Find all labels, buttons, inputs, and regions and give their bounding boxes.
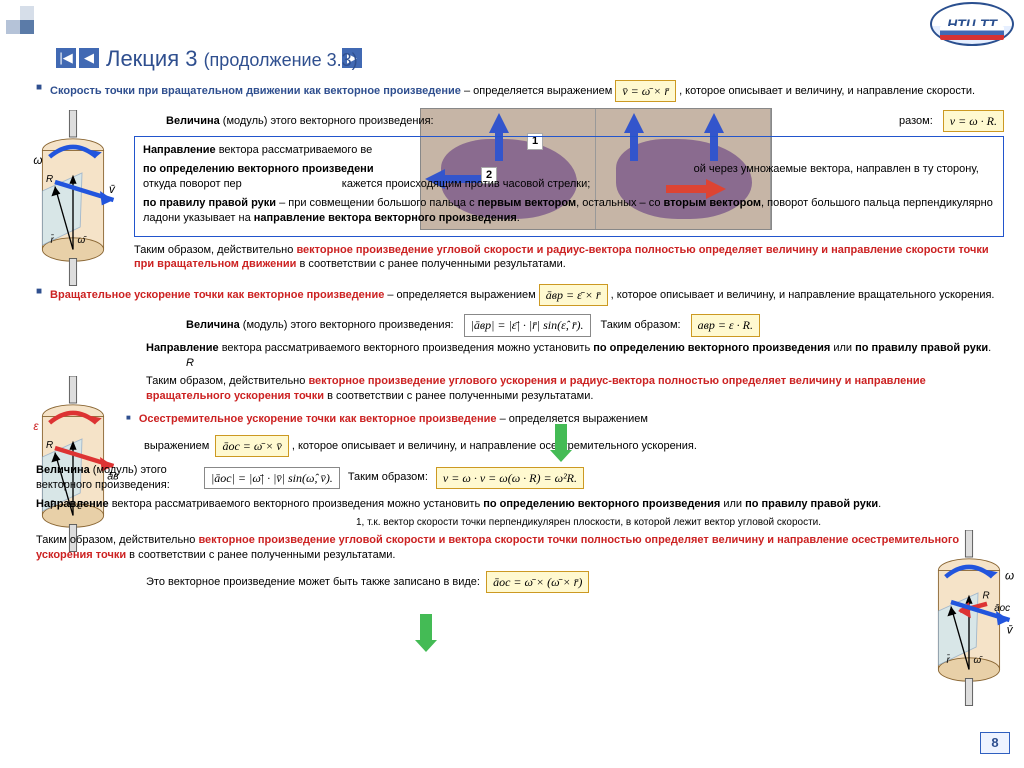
formula-v-mag: v = ω · R. [943, 110, 1004, 132]
svg-text:v̄: v̄ [1007, 624, 1014, 637]
main-content: Скорость точки при вращательном движении… [36, 80, 1004, 601]
green-arrow-icon [420, 614, 432, 642]
formula-aoc-result: v = ω · v = ω(ω · R) = ω²R. [436, 467, 584, 489]
formula-aoc-nested: āос = ω̄ × (ω̄ × r̄) [486, 571, 589, 593]
page-number: 8 [980, 732, 1010, 754]
formula-v-cross: v̄ = ω̄ × r̄ [615, 80, 676, 102]
formula-a-mag-full: |āвр| = |ε̄| · |r̄| sin(ε̂, r̄). [464, 314, 591, 336]
direction-box-1: Направление вектора рассматриваемого ве … [134, 136, 1004, 236]
green-arrow-icon [555, 424, 567, 452]
formula-a-mag: aвр = ε · R. [691, 314, 760, 336]
nav-first-button[interactable]: |◀ [56, 48, 76, 68]
formula-a-cross: āвр = ε̄ × r̄ [539, 284, 608, 306]
page-title: Лекция 3 (продолжение 3.3) [106, 44, 358, 74]
nav-back-button[interactable]: ◀ [79, 48, 99, 68]
formula-aoc-mag-full: |āос| = |ω̄| · |v̄| sin(ω̂, v̄). [204, 467, 340, 489]
svg-text:ω: ω [1005, 570, 1014, 583]
logo: НТЦ ТТ [930, 2, 1014, 46]
svg-text:āос: āос [994, 603, 1010, 614]
formula-aoc-cross: āос = ω̄ × v̄ [215, 435, 288, 457]
